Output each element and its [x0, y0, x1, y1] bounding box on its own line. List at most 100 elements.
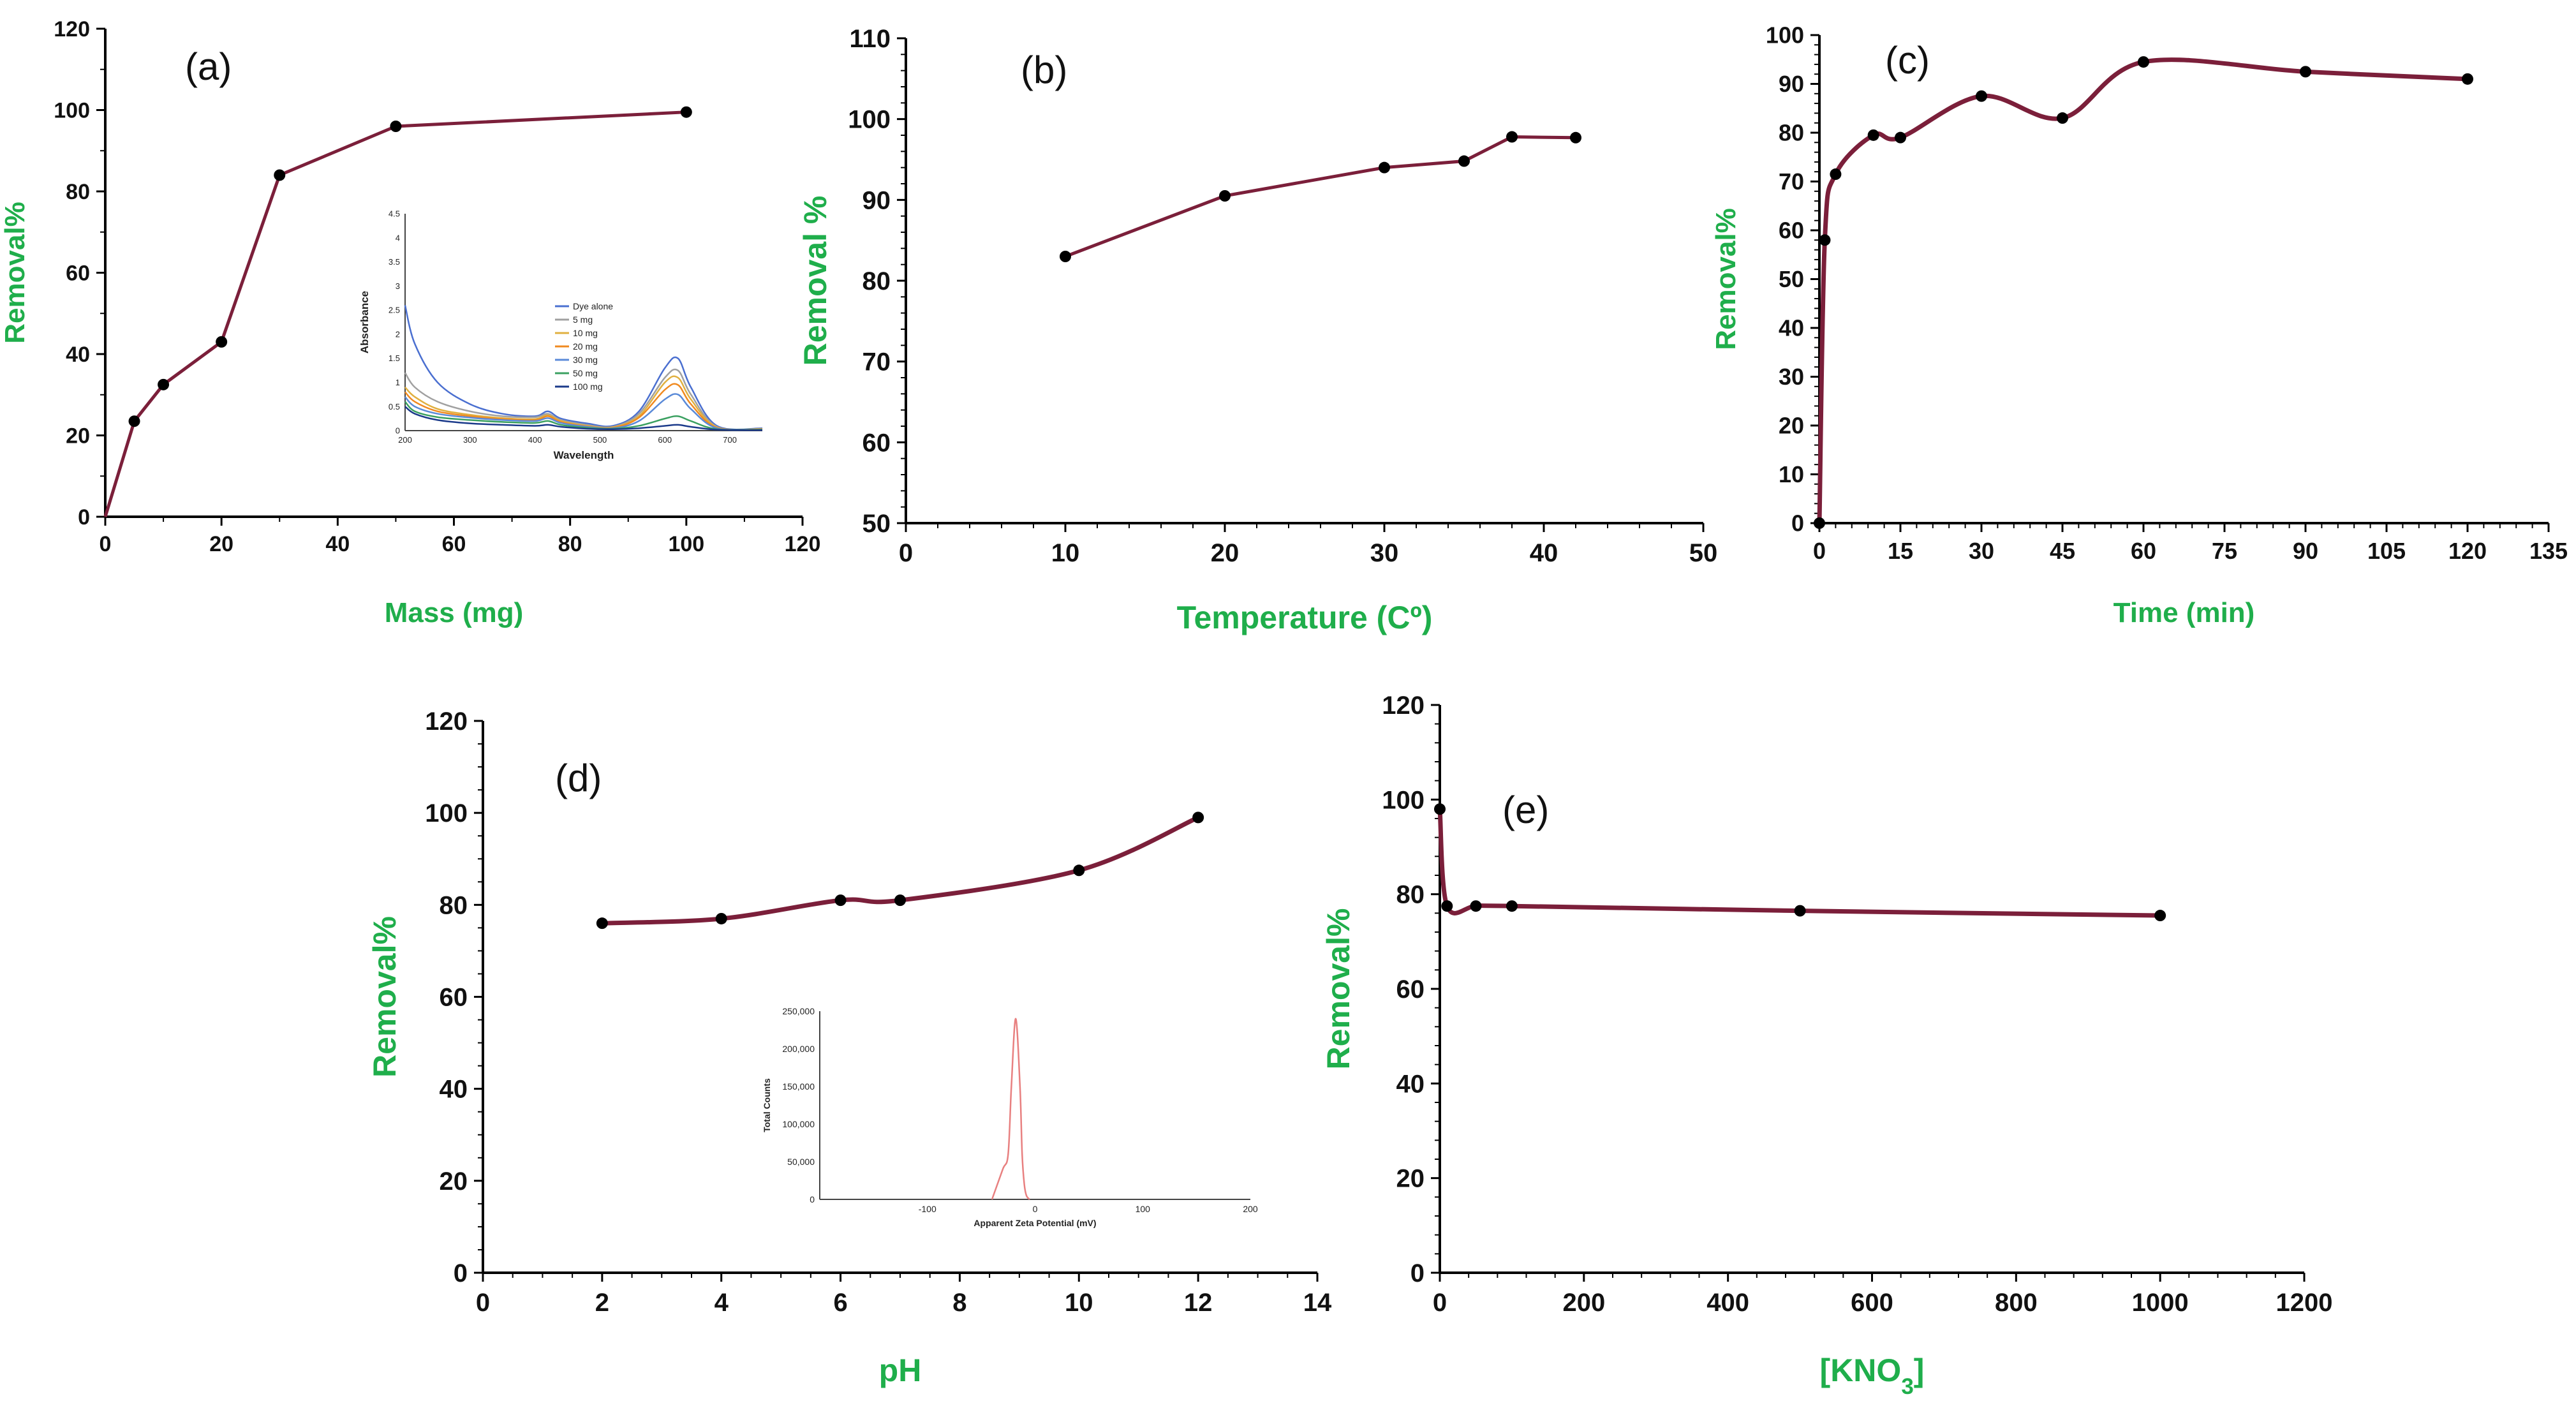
y-axis-label: Removal %: [797, 196, 833, 366]
inset-x-tick-label: 0: [1033, 1204, 1038, 1214]
x-tick-label: 600: [1851, 1289, 1893, 1317]
data-point: [1060, 251, 1071, 262]
y-tick-label: 80: [440, 891, 468, 919]
x-tick-label: 400: [1706, 1289, 1749, 1317]
inset-y-tick-label: 150,000: [782, 1081, 815, 1092]
data-point: [1867, 129, 1879, 141]
inset-series-line: [404, 393, 763, 431]
y-tick-label: 80: [1779, 120, 1804, 146]
y-tick-label: 60: [66, 261, 90, 285]
y-tick-label: 90: [862, 186, 891, 214]
inset-y-tick-label: 0: [396, 426, 400, 436]
inset-x-tick-label: 200: [1243, 1204, 1258, 1214]
y-axis-label: Removal%: [0, 202, 31, 344]
inset-series-line: [404, 401, 763, 431]
x-tick-label: 0: [1813, 538, 1826, 564]
y-tick-label: 10: [1779, 461, 1804, 487]
data-point: [1219, 190, 1231, 202]
inset-y-tick-label: 1.5: [389, 353, 400, 363]
panel-label: (d): [555, 757, 602, 799]
inset-y-tick-label: 0: [810, 1194, 815, 1204]
y-tick-label: 80: [1396, 881, 1425, 909]
series-line: [602, 815, 1199, 926]
inset-y-axis-label: Total Counts: [762, 1078, 772, 1132]
data-point: [1794, 905, 1806, 917]
inset-legend-label: 50 mg: [573, 368, 598, 378]
y-tick-label: 80: [66, 180, 90, 204]
y-tick-label: 90: [1779, 71, 1804, 97]
data-point: [1506, 131, 1518, 143]
y-tick-label: 100: [425, 799, 468, 827]
inset-y-tick-label: 250,000: [782, 1006, 815, 1016]
inset-x-tick-label: 700: [723, 435, 737, 445]
y-tick-label: 20: [1779, 413, 1804, 439]
inset-legend-label: 20 mg: [573, 341, 598, 352]
inset-legend-label: 100 mg: [573, 382, 603, 392]
y-tick-label: 80: [862, 267, 891, 295]
x-tick-label: 6: [833, 1289, 847, 1317]
data-point: [715, 912, 727, 924]
data-point: [158, 378, 170, 390]
y-axis-label: Removal%: [1710, 208, 1742, 350]
inset-x-tick-label: 600: [658, 435, 672, 445]
inset-legend-label: 5 mg: [573, 315, 593, 325]
inset-series-line: [404, 406, 763, 431]
y-tick-label: 100: [848, 106, 891, 134]
inset-y-tick-label: 4: [396, 233, 400, 242]
y-tick-label: 100: [1382, 786, 1425, 814]
x-tick-label: 10: [1065, 1289, 1093, 1317]
y-tick-label: 0: [1410, 1259, 1425, 1287]
y-tick-label: 20: [1396, 1165, 1425, 1193]
x-tick-label: 60: [442, 532, 466, 556]
inset-y-tick-label: 1: [396, 378, 400, 387]
inset-series-line: [404, 305, 763, 431]
y-tick-label: 120: [425, 708, 468, 736]
inset-x-axis-label: Apparent Zeta Potential (mV): [973, 1218, 1096, 1228]
inset-x-tick-label: -100: [919, 1204, 936, 1214]
inset-series-line: [404, 368, 763, 431]
x-axis-label: Temperature (Cº): [1177, 600, 1433, 635]
x-tick-label: 90: [2293, 538, 2318, 564]
inset-x-axis-label: Wavelength: [554, 449, 614, 461]
y-tick-label: 60: [1396, 975, 1425, 1004]
chart-panel-5: 0 200 400 600 800 1000 1200 0 20 40 60 80 100 120 [KNO…: [1321, 692, 2332, 1399]
panel-label: (a): [185, 45, 232, 88]
x-tick-label: 0: [1433, 1289, 1447, 1317]
inset-x-tick-label: 400: [528, 435, 542, 445]
inset-y-tick-label: 50,000: [787, 1157, 815, 1167]
data-point: [1379, 161, 1390, 174]
x-tick-label: 20: [1211, 539, 1240, 567]
data-point: [596, 917, 608, 930]
data-point: [216, 336, 228, 348]
y-axis-label: Removal%: [1321, 908, 1356, 1070]
x-axis-label-subscript: 3: [1901, 1374, 1913, 1399]
inset-x-tick-label: 200: [398, 435, 412, 445]
y-tick-label: 40: [66, 343, 90, 367]
x-tick-label: 75: [2212, 538, 2237, 564]
y-tick-label: 50: [862, 510, 891, 538]
data-point: [2154, 910, 2166, 922]
data-point: [2138, 56, 2149, 68]
inset-y-tick-label: 2: [396, 329, 400, 339]
y-tick-label: 50: [1779, 266, 1804, 292]
data-point: [1506, 900, 1518, 912]
x-axis-label-end: ]: [1914, 1352, 1925, 1388]
data-point: [2057, 112, 2068, 124]
y-tick-label: 40: [1396, 1070, 1425, 1098]
x-tick-label: 40: [1530, 539, 1558, 567]
x-tick-label: 10: [1051, 539, 1080, 567]
data-point: [1830, 168, 1842, 181]
inset-y-tick-label: 100,000: [782, 1119, 815, 1129]
x-tick-label: 120: [785, 532, 821, 556]
inset-chart: -100 0 100 200 0 50,000 100,000 150,000 200,000 2…: [762, 1006, 1258, 1228]
y-tick-label: 70: [1779, 168, 1804, 195]
x-tick-label: 60: [2131, 538, 2156, 564]
panel-label: (e): [1502, 789, 1549, 831]
y-axis-label: Removal%: [367, 916, 403, 1078]
x-tick-label: 80: [558, 532, 582, 556]
data-point: [1570, 131, 1581, 144]
series-line: [1065, 135, 1576, 258]
y-tick-label: 120: [1382, 692, 1425, 720]
y-tick-label: 20: [66, 424, 90, 448]
